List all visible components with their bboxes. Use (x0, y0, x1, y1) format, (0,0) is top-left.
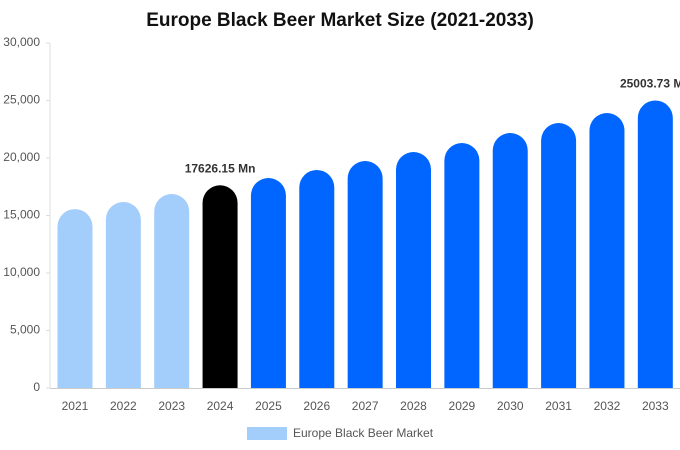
legend-label: Europe Black Beer Market (293, 426, 434, 440)
bar (396, 152, 432, 388)
x-tick-label: 2021 (62, 399, 89, 413)
x-tick-label: 2032 (594, 399, 621, 413)
bar (589, 113, 625, 388)
y-tick-label: 25,000 (3, 93, 40, 107)
x-tick-label: 2025 (255, 399, 282, 413)
x-tick-label: 2031 (545, 399, 572, 413)
x-tick-label: 2026 (303, 399, 330, 413)
bar (444, 143, 480, 388)
bar (347, 160, 383, 388)
x-tick-label: 2023 (158, 399, 185, 413)
y-tick-label: 15,000 (3, 208, 40, 222)
y-tick-label: 5,000 (10, 323, 40, 337)
y-tick-label: 10,000 (3, 265, 40, 279)
x-tick-label: 2030 (497, 399, 524, 413)
value-label: 17626.15 Mn (185, 161, 256, 175)
x-tick-label: 2028 (400, 399, 427, 413)
chart-title: Europe Black Beer Market Size (2021-2033… (146, 10, 534, 31)
x-tick-label: 2027 (352, 399, 379, 413)
bar (57, 209, 93, 388)
bar (202, 185, 238, 388)
legend-swatch (247, 427, 287, 440)
y-tick-label: 20,000 (3, 150, 40, 164)
bar (105, 202, 141, 388)
bar (154, 193, 190, 388)
value-label: 25003.73 Mn (620, 77, 680, 91)
bar (637, 100, 673, 389)
x-tick-label: 2029 (449, 399, 476, 413)
y-tick-label: 30,000 (3, 35, 40, 49)
bar (492, 133, 528, 388)
x-tick-label: 2022 (110, 399, 137, 413)
bar (541, 123, 577, 388)
y-tick-label: 0 (33, 380, 40, 394)
x-tick-label: 2024 (207, 399, 234, 413)
bar (299, 169, 335, 388)
x-tick-label: 2033 (642, 399, 669, 413)
bar (250, 178, 286, 388)
